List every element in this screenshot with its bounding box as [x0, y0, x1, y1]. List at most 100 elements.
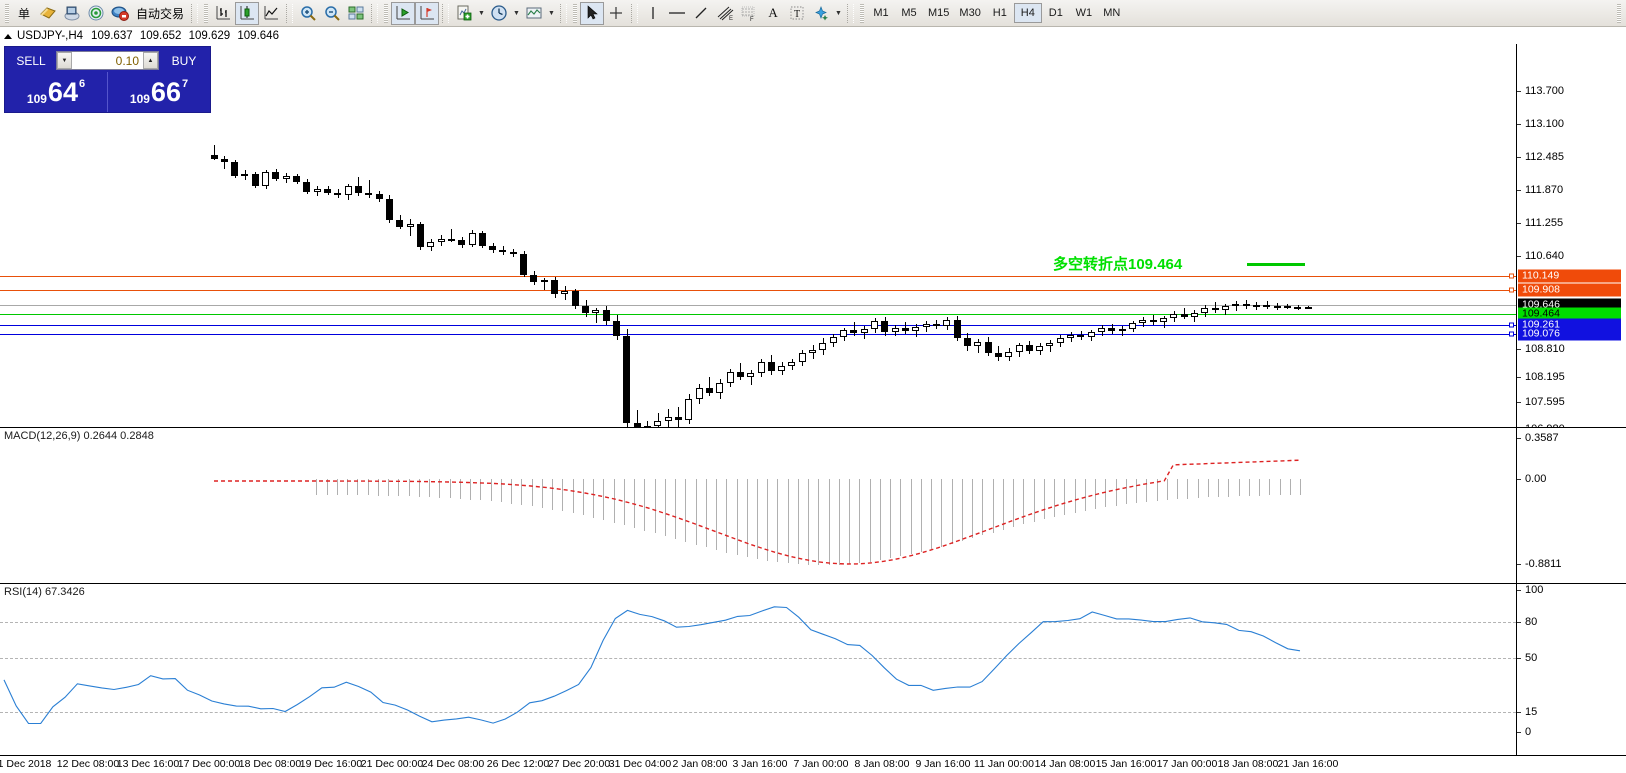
price-tag-110.149[interactable]: 110.149 — [1518, 269, 1621, 283]
horizontal-line-icon[interactable] — [665, 2, 689, 25]
volume-increase-icon[interactable]: ▲ — [143, 52, 158, 69]
candle-body — [262, 171, 269, 186]
macd-canvas[interactable]: MACD(12,26,9) 0.2644 0.2848 — [0, 428, 1516, 591]
price-line-109.464[interactable] — [0, 314, 1516, 315]
toolbar-grip-5[interactable] — [860, 3, 865, 23]
volume-stepper[interactable]: ▼ 0.10 ▲ — [56, 51, 159, 70]
toolbar-separator-5 — [560, 3, 568, 23]
templates-chevron-down-icon[interactable]: ▼ — [548, 9, 555, 17]
price-line-109.646[interactable] — [0, 305, 1516, 306]
signals-icon[interactable] — [84, 2, 108, 25]
candle-body — [469, 232, 476, 245]
text-icon[interactable]: A — [761, 2, 785, 25]
vertical-line-icon[interactable] — [641, 2, 665, 25]
price-line-handle-109.076[interactable] — [1509, 331, 1514, 337]
timeframe-m5[interactable]: M5 — [901, 7, 917, 19]
text-label-icon[interactable]: T — [785, 2, 809, 25]
candle-body — [1305, 306, 1312, 309]
rsi-canvas[interactable]: RSI(14) 67.3426 — [0, 584, 1516, 756]
macd-histogram-bar — [583, 479, 584, 516]
crosshair-icon[interactable] — [604, 2, 628, 25]
chart-annotation-text[interactable]: 多空转折点109.464 — [1053, 256, 1183, 273]
candle-body — [499, 249, 506, 252]
macd-histogram-bar — [450, 479, 451, 499]
periods-chevron-down-icon[interactable]: ▼ — [513, 9, 520, 17]
buy-price-main: 66 — [150, 76, 181, 107]
rsi-tick — [1517, 658, 1521, 659]
macd-histogram-bar — [1228, 479, 1229, 497]
toolbar-grip-end[interactable] — [1617, 3, 1621, 23]
rsi-pane[interactable]: RSI(14) 67.3426 100 80 50 15 0 — [0, 583, 1626, 756]
timeframe-h4[interactable]: H4 — [1013, 3, 1042, 23]
price-tag-109.076[interactable]: 109.076 — [1518, 327, 1621, 341]
fibonacci-retracement-icon[interactable]: F — [737, 2, 761, 25]
buy-price-display[interactable]: 109 66 7 — [107, 72, 210, 112]
bar-chart-icon[interactable] — [211, 2, 235, 25]
tile-windows-svg — [348, 6, 364, 20]
volume-input[interactable]: 0.10 — [115, 53, 139, 68]
timeframe-h1[interactable]: H1 — [992, 7, 1007, 19]
sell-price-display[interactable]: 109 64 6 — [5, 72, 107, 112]
zoom-in-icon[interactable] — [296, 2, 320, 25]
chart-shift-icon[interactable] — [415, 1, 440, 25]
candlestick-chart-icon[interactable] — [235, 1, 260, 25]
autotrading-svg — [111, 6, 129, 21]
periods-icon[interactable] — [487, 2, 511, 25]
price-line-110.149[interactable] — [0, 276, 1516, 277]
collapse-triangle-icon[interactable] — [4, 33, 12, 39]
cursor-icon[interactable] — [580, 1, 605, 25]
autotrading-icon[interactable] — [108, 2, 132, 25]
line-chart-icon[interactable] — [259, 2, 283, 25]
equidistant-channel-icon[interactable]: E — [713, 2, 737, 25]
price-tick-label: 112.485 — [1525, 151, 1564, 163]
trendline-icon[interactable] — [689, 2, 713, 25]
macd-histogram-bar — [849, 479, 850, 564]
price-scale[interactable]: 113.700 113.100 112.485 111.870 111.255 110.6… — [1516, 44, 1626, 459]
macd-histogram-bar — [1208, 479, 1209, 498]
one-click-trading-panel[interactable]: SELL ▼ 0.10 ▲ BUY 109 64 6 109 66 7 — [4, 46, 211, 113]
svg-text:F: F — [750, 17, 754, 22]
autotrade-label[interactable]: 自动交易 — [136, 6, 185, 21]
indicators-chevron-down-icon[interactable]: ▼ — [478, 9, 485, 17]
buy-button[interactable]: BUY — [171, 53, 197, 68]
indicators-icon[interactable] — [452, 2, 476, 25]
macd-histogram-bar — [921, 479, 922, 552]
price-line-handle-109.908[interactable] — [1509, 287, 1514, 293]
auto-scroll-icon[interactable] — [391, 1, 416, 25]
price-line-handle-110.149[interactable] — [1509, 273, 1514, 279]
new-order-icon[interactable]: 单 — [12, 2, 36, 25]
timeframe-m1[interactable]: M1 — [873, 7, 889, 19]
price-line-109.261[interactable] — [0, 325, 1516, 326]
candle-wick — [854, 322, 855, 337]
volume-decrease-icon[interactable]: ▼ — [57, 52, 72, 69]
timeframe-d1[interactable]: D1 — [1048, 7, 1063, 19]
price-line-handle-109.261[interactable] — [1509, 322, 1514, 328]
draw-objects-chevron-down-icon[interactable]: ▼ — [835, 9, 842, 17]
macd-histogram-bar — [634, 479, 635, 528]
price-pane[interactable]: 多空转折点109.464 113.700 113.100 112.485 111.87… — [0, 44, 1626, 459]
toolbar-grip-2[interactable] — [204, 3, 209, 23]
templates-icon[interactable] — [522, 2, 546, 25]
toolbar-separator-1 — [191, 3, 199, 23]
toolbar-grip-3[interactable] — [384, 3, 389, 23]
toolbar-grip-4[interactable] — [573, 3, 578, 23]
timeframe-mn[interactable]: MN — [1103, 7, 1121, 19]
timeframe-m15[interactable]: M15 — [928, 7, 950, 19]
price-line-109.076[interactable] — [0, 334, 1516, 335]
macd-pane[interactable]: MACD(12,26,9) 0.2644 0.2848 0.3587 0.00 -0… — [0, 427, 1626, 591]
terminal-icon[interactable] — [60, 2, 84, 25]
timeframe-w1[interactable]: W1 — [1075, 7, 1093, 19]
candle-wick — [214, 145, 215, 161]
price-chart-canvas[interactable]: 多空转折点109.464 — [0, 44, 1516, 427]
price-tag-109.908[interactable]: 109.908 — [1518, 283, 1621, 297]
timeframe-m30[interactable]: M30 — [959, 7, 981, 19]
price-tag-109.464[interactable]: 109.464 — [1518, 307, 1621, 321]
sell-button[interactable]: SELL — [16, 53, 46, 68]
draw-objects-icon[interactable] — [809, 2, 833, 25]
price-line-109.908[interactable] — [0, 290, 1516, 291]
rsi-level-line — [0, 712, 1516, 713]
tile-windows-icon[interactable] — [344, 2, 368, 25]
toolbar-grip[interactable] — [5, 3, 9, 23]
zoom-out-icon[interactable] — [320, 2, 344, 25]
data-window-icon[interactable] — [36, 2, 60, 25]
